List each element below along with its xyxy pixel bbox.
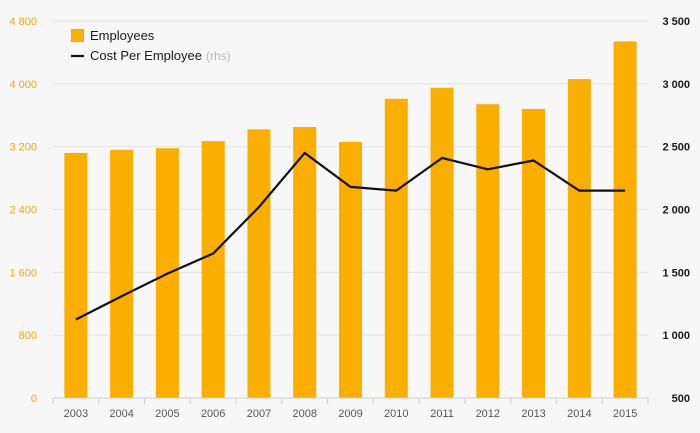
bar-employees <box>201 141 225 398</box>
bar-employees <box>293 127 317 398</box>
x-tick-label: 2003 <box>64 408 88 420</box>
bar-employees <box>247 129 271 398</box>
bar-employees <box>430 87 454 399</box>
x-tick-label: 2009 <box>338 408 362 420</box>
legend-series-name: Cost Per Employee <box>90 48 202 63</box>
x-tick-label: 2013 <box>521 408 545 420</box>
y-right-tick-label: 2 500 <box>662 142 690 154</box>
y-right-tick-label: 2 000 <box>662 205 690 217</box>
axes: 0 800 1 600 2 400 3 200 4 000 4 800 500 1 000 1 5… <box>9 16 690 420</box>
x-tick-label: 2015 <box>613 408 637 420</box>
y-right-tick-label: 3 000 <box>662 79 690 91</box>
x-tick-label: 2014 <box>567 408 591 420</box>
y-left-tick-label: 3 200 <box>9 142 37 154</box>
x-tick-label: 2010 <box>384 408 408 420</box>
y-left-tick-label: 1 600 <box>9 267 37 279</box>
y-left-tick-label: 0 <box>31 393 37 405</box>
bar-employees <box>476 104 500 399</box>
x-tick-label: 2006 <box>201 408 225 420</box>
bar-employees <box>110 149 134 398</box>
x-tick-label: 2007 <box>247 408 271 420</box>
x-tick-label: 2011 <box>430 408 454 420</box>
legend-rhs-note: (rhs) <box>206 49 231 63</box>
legend-label-employees: Employees <box>90 28 155 43</box>
bar-employees <box>613 41 637 398</box>
y-right-tick-label: 500 <box>672 393 690 405</box>
employees-bars <box>64 41 637 399</box>
bar-employees <box>567 79 591 398</box>
legend-swatch-employees <box>71 29 84 42</box>
y-right-tick-label: 1 500 <box>662 267 690 279</box>
x-tick-label: 2005 <box>155 408 179 420</box>
x-tick-label: 2012 <box>476 408 500 420</box>
line-cost-per-employee <box>75 151 626 321</box>
legend-label-cost-per-employee: Cost Per Employee (rhs) <box>90 48 231 63</box>
bar-employees <box>339 141 362 398</box>
x-tick-label: 2008 <box>292 408 316 420</box>
y-right-tick-label: 1 000 <box>662 330 690 342</box>
bar-employees <box>64 152 88 398</box>
y-right-tick-label: 3 500 <box>662 16 690 28</box>
bar-employees <box>384 98 408 398</box>
y-left-tick-label: 2 400 <box>9 205 37 217</box>
x-tick-label: 2004 <box>109 408 133 420</box>
cost-per-employee-line-layer <box>75 151 626 321</box>
y-left-tick-label: 800 <box>19 330 37 342</box>
legend: Employees Cost Per Employee (rhs) <box>71 28 231 63</box>
bar-employees <box>522 108 546 398</box>
y-left-tick-label: 4 800 <box>9 16 37 28</box>
y-left-tick-label: 4 000 <box>9 79 37 91</box>
